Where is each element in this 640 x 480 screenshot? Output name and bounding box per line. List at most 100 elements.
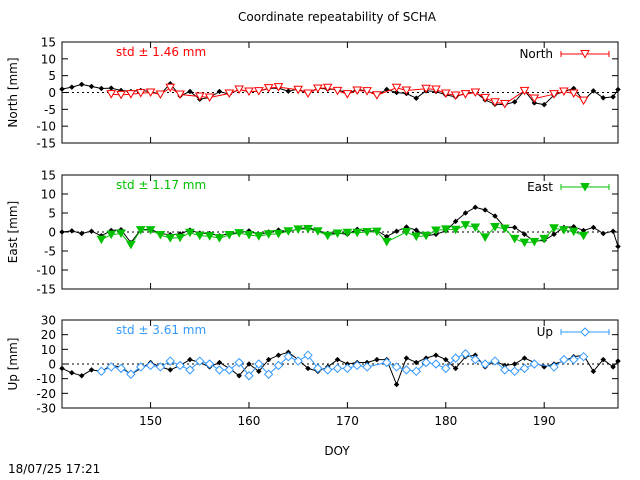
series-point-north [273,83,284,92]
series-point-north [263,84,274,93]
series-point-up [175,360,185,371]
series-point-east [352,228,363,238]
x-tick-label: 150 [139,414,162,428]
reference-point [167,367,174,373]
reference-point [452,218,459,225]
reference-point [68,369,75,376]
series-point-east [303,224,313,234]
series-point-east [283,227,294,236]
reference-line-up [61,351,619,386]
panels-layer: -15 -10 -5 0 5 10 15 North [mm] std ± 1.46 mm Nor… [6,36,621,428]
series-point-north [175,90,185,100]
series-point-east [509,234,520,244]
y-tick-label: -10 [36,120,56,134]
reference-point [275,352,282,359]
series-point-north [234,85,244,94]
plot-frame-north [61,41,619,144]
series-point-north [460,90,471,99]
series-point-up [313,363,323,374]
series-point-east [450,225,461,235]
reference-point [334,356,341,363]
series-point-up [244,371,254,381]
series-point-up [431,359,441,369]
reference-point [472,204,479,211]
y-tick-label: -5 [44,103,56,117]
series-point-north [519,86,530,96]
x-tick-label: 180 [434,414,457,428]
reference-point [78,230,85,237]
y-tick-label: 5 [48,69,56,83]
x-tick-label: 160 [238,414,261,428]
y-tick-label: -5 [44,245,56,259]
series-point-east [421,231,431,241]
legend-label-north: North [519,47,553,61]
chart-title: Coordinate repeatability of SCHA [238,10,437,24]
x-axis-label: DOY [324,444,350,458]
series-point-up [450,353,461,363]
series-point-east [155,231,166,240]
reference-point [442,356,449,363]
legend-label-up: Up [537,325,553,339]
series-point-east [165,234,176,243]
series-point-east [106,230,117,240]
series-point-east [332,229,343,239]
reference-point [305,365,311,372]
series-point-east [204,232,215,241]
series-point-north [224,89,235,99]
series-point-east [411,232,422,242]
series-point-north [312,84,323,93]
reference-point [492,213,498,219]
timestamp: 18/07/25 17:21 [8,462,100,476]
reference-point [78,372,85,379]
reference-point [88,367,95,373]
y-tick-label: -20 [36,387,56,401]
reference-point [393,89,400,96]
series-point-east [519,238,530,248]
series-point-north [568,89,579,99]
y-tick-label: -10 [36,264,56,278]
series-point-north [194,92,205,102]
y-axis-label-east: East [mm] [6,201,20,263]
series-point-east [185,228,195,238]
series-point-east [460,221,471,230]
series-point-north [126,90,136,99]
series-point-up [145,360,156,371]
y-tick-label: -30 [36,402,56,416]
series-point-north [529,94,540,104]
panel-east: -15 -10 -5 0 5 10 15 East [mm] std ± 1.17 mm East [6,169,621,297]
series-point-east [431,226,441,235]
reference-point [521,231,528,238]
series-point-east [322,231,333,241]
reference-point [374,356,380,363]
reference-point [590,224,597,231]
series-point-up [342,363,353,374]
reference-point [413,95,420,102]
reference-point [216,88,223,95]
series-point-up [441,363,451,374]
reference-point [600,95,607,101]
series-point-north [303,89,313,99]
reference-point [393,381,400,388]
series-point-north [244,87,254,96]
series-point-up [224,365,234,375]
series-point-up [283,351,294,362]
reference-point [98,85,105,92]
plot-frame-up [61,319,619,409]
y-tick-label: 5 [48,207,56,221]
series-point-up [509,366,520,377]
series-point-east [145,226,156,235]
series-point-east [116,229,126,239]
y-tick-label: 0 [48,358,56,372]
series-point-up [578,351,589,362]
reference-point [433,352,439,359]
series-point-north [352,86,363,95]
y-tick-label: 15 [41,169,56,183]
reference-point [511,99,518,105]
reference-point [88,228,95,235]
series-point-up [559,354,569,365]
reference-point [482,207,489,213]
series-point-north [362,87,372,96]
series-point-up [529,359,540,369]
series-point-north [450,91,461,101]
reference-point [255,368,262,375]
